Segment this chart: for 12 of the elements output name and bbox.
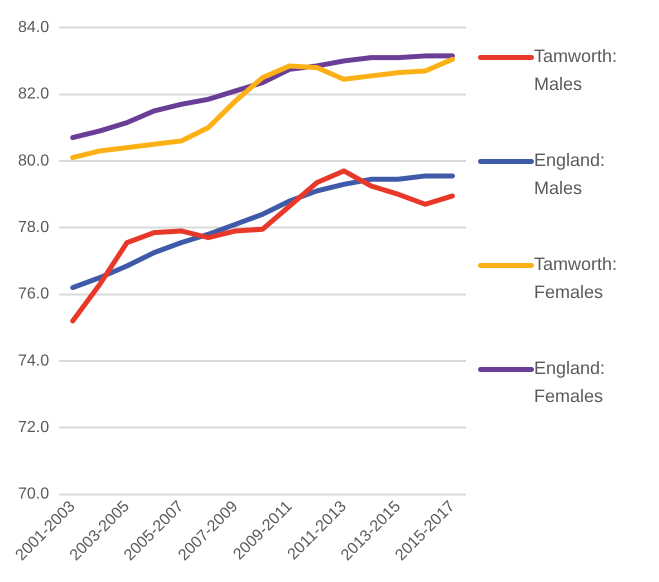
y-tick-label: 78.0 <box>18 219 50 236</box>
y-tick-label: 76.0 <box>18 286 50 303</box>
legend-label: England: Males <box>534 149 606 200</box>
y-tick-label: 74.0 <box>18 352 50 370</box>
y-tick-label: 70.0 <box>18 486 50 503</box>
y-tick-label: 72.0 <box>18 419 50 436</box>
y-tick-label: 80.0 <box>18 152 50 170</box>
y-tick-label: 84.0 <box>18 19 50 36</box>
legend-label: England: Females <box>534 357 606 408</box>
y-tick-label: 82.0 <box>18 86 50 103</box>
legend-label: Tamworth: Males <box>534 45 618 96</box>
legend-label: Tamworth: Females <box>534 253 618 304</box>
